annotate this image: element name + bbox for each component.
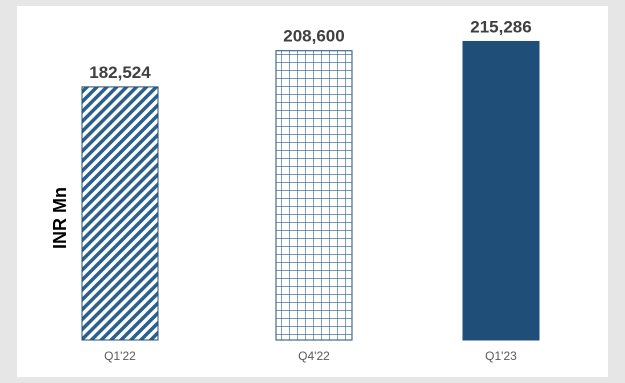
x-tick-label-2: Q1'23 [485, 349, 517, 363]
value-label-1: 208,600 [283, 27, 344, 46]
bars-layer: 182,524 Q1'22 208,600 Q4'22 215,286 Q1'23 [81, 17, 540, 363]
x-tick-label-1: Q4'22 [298, 349, 330, 363]
value-label-2: 215,286 [470, 17, 531, 36]
chart-frame: INR Mn 182,524 Q1'22 208,600 Q4'22 215,286 Q1… [17, 6, 608, 377]
y-axis-title: INR Mn [50, 187, 70, 249]
bar-1 [275, 50, 353, 341]
x-tick-label-0: Q1'22 [104, 349, 136, 363]
bar-chart: INR Mn 182,524 Q1'22 208,600 Q4'22 215,286 Q1… [50, 17, 540, 363]
value-label-0: 182,524 [89, 63, 151, 82]
bar-2 [462, 40, 540, 341]
bar-0 [81, 86, 159, 341]
